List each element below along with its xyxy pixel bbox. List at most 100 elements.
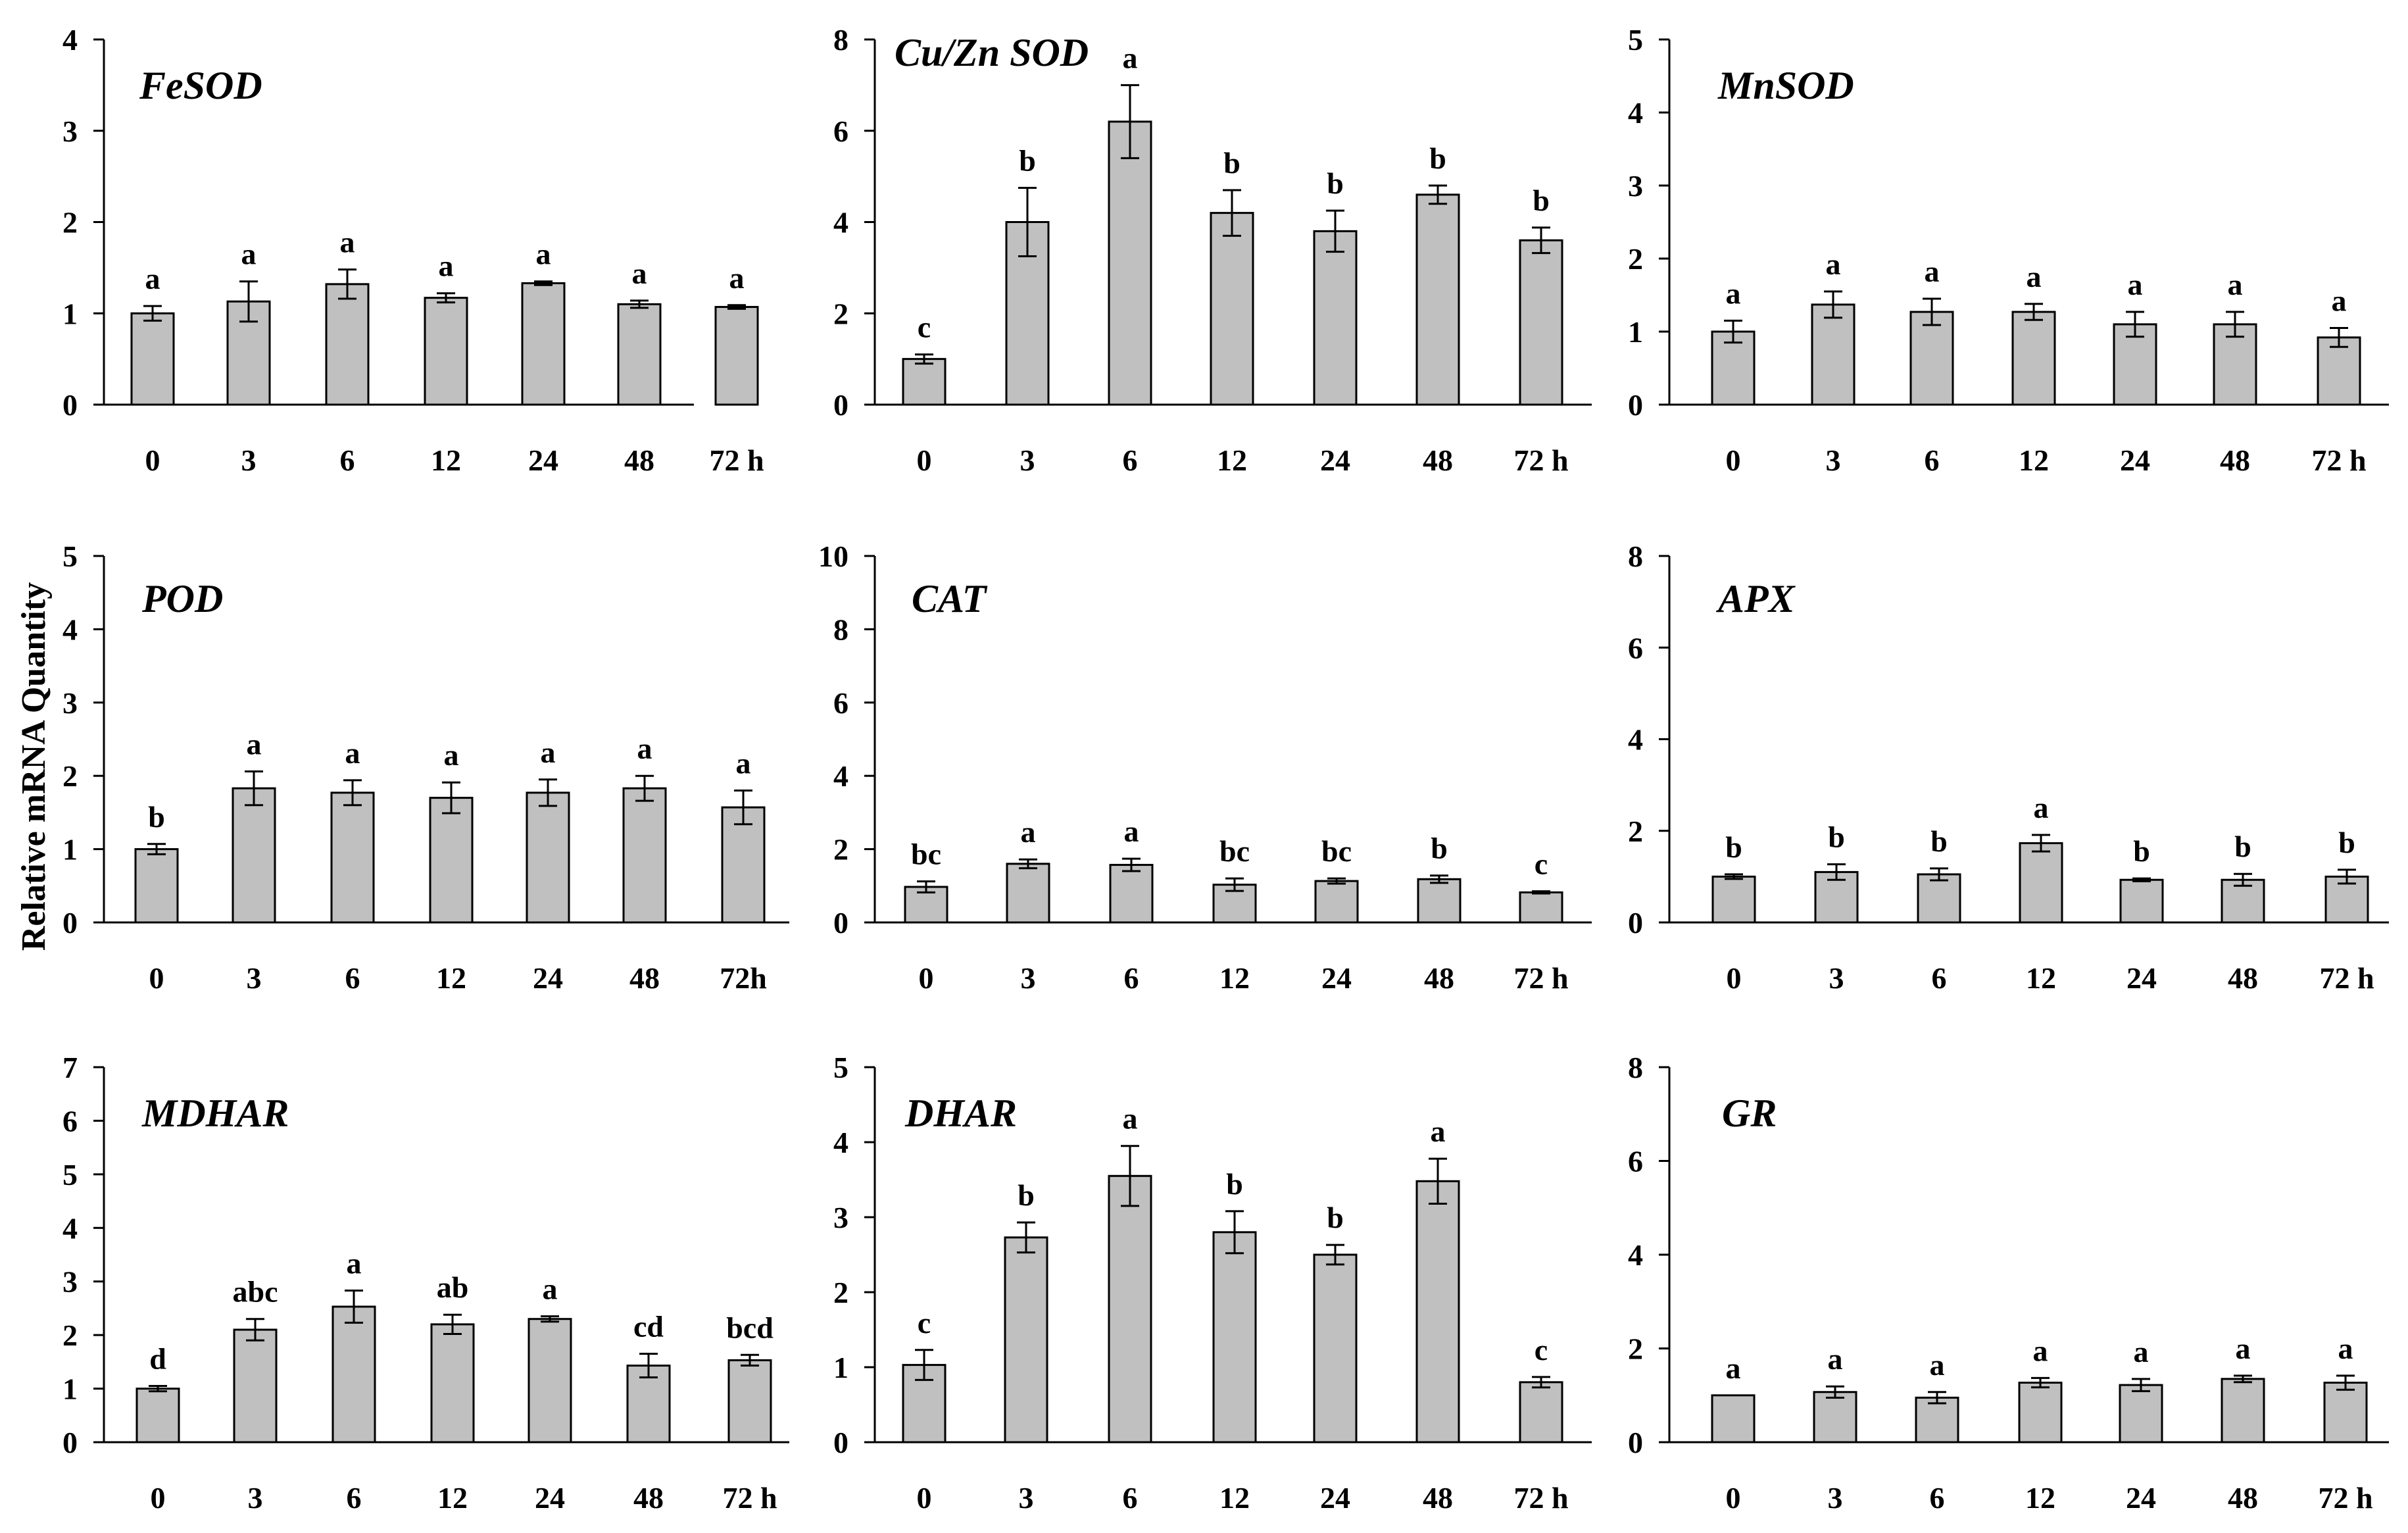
significance-letter: c [918,1306,931,1340]
bar-0 [1711,330,1756,406]
x-tick-label: 24 [2120,443,2150,477]
significance-letter: a [2134,1335,2149,1369]
y-tick-label: 2 [62,1319,78,1352]
y-tick-label: 6 [62,1104,78,1138]
y-tick-label: 8 [833,23,848,57]
significance-letter: bc [1321,834,1352,868]
bar-72h [714,306,759,406]
significance-letter: c [1535,1333,1548,1367]
x-tick-label: 6 [1123,1481,1138,1515]
x-tick-label: 0 [917,443,932,477]
x-tick-label: 0 [917,1481,932,1515]
significance-letter: a [2033,1334,2048,1367]
significance-letter: cd [633,1310,664,1344]
bar-48 [1415,193,1460,406]
significance-letter: a [1930,1348,1945,1382]
significance-letter: a [340,226,355,259]
bar-6 [332,1305,376,1444]
y-tick-label: 5 [1628,23,1643,57]
significance-letter: a [2228,268,2243,301]
y-tick-label: 6 [1628,1145,1643,1178]
y-tick-label: 1 [62,1372,78,1406]
significance-letter: bc [911,838,941,871]
significance-letter: b [1327,166,1344,200]
x-tick-label: 72 h [1513,443,1568,477]
bar-3 [233,1328,278,1444]
bar-24 [1313,1253,1358,1444]
x-tick-label: 24 [1320,1481,1350,1515]
bar-48 [1415,1180,1460,1444]
x-tick-label: 0 [151,1481,166,1515]
y-tick-label: 2 [1628,242,1643,276]
x-tick-label: 72 h [2311,443,2366,477]
bar-0 [135,1388,180,1444]
x-tick-label: 12 [431,443,461,477]
y-tick-label: 0 [62,1426,78,1459]
x-tick-label: 48 [1423,1481,1453,1515]
significance-letter: d [149,1342,166,1376]
x-tick-label: 3 [247,961,262,995]
x-tick-label: 3 [248,1481,263,1515]
significance-letter: c [1535,847,1548,881]
bar-12 [1210,212,1254,406]
significance-letter: b [1431,832,1448,865]
significance-letter: a [1826,247,1841,281]
significance-letter: a [1828,1342,1843,1376]
significance-letter: b [1327,1201,1344,1234]
bar-72h [1519,891,1563,924]
x-tick-label: 6 [1925,443,1940,477]
bar-12 [429,797,474,924]
bar-0 [904,886,948,924]
x-tick-label: 0 [919,961,934,995]
significance-letter: b [1533,184,1550,217]
y-tick-label: 0 [833,1426,848,1459]
y-tick-label: 1 [1628,315,1643,349]
y-tick-label: 4 [62,1211,78,1245]
x-tick-label: 72h [720,961,767,995]
x-tick-label: 24 [1320,443,1350,477]
bar-24 [1314,880,1359,924]
significance-letter: b [1019,143,1036,177]
panel-title: MDHAR [141,1092,289,1135]
x-tick-label: 3 [241,443,257,477]
significance-letter: a [2236,1332,2251,1365]
y-tick-label: 5 [62,540,78,573]
bar-72h [2324,875,2369,924]
panel-title: FeSOD [139,64,262,107]
y-tick-label: 2 [833,1276,848,1309]
bar-12 [2011,311,2056,406]
significance-letter: b [1725,830,1742,864]
bar-12 [1212,1231,1257,1444]
x-tick-label: 24 [2126,961,2157,995]
significance-letter: a [2332,284,2347,317]
x-tick-label: 24 [528,443,558,477]
y-tick-label: 10 [818,540,848,573]
y-tick-label: 2 [833,297,848,330]
x-tick-label: 48 [624,443,654,477]
x-tick-label: 48 [2220,443,2250,477]
y-tick-label: 4 [833,206,848,239]
significance-letter: a [1726,1351,1741,1385]
significance-letter: a [2128,268,2143,301]
x-tick-label: 48 [2228,961,2258,995]
y-tick-label: 4 [833,759,848,793]
y-tick-label: 3 [62,114,78,148]
bar-72h [2323,1382,2368,1444]
significance-letter: c [918,311,931,344]
y-tick-label: 6 [833,114,848,148]
x-tick-label: 6 [340,443,355,477]
x-tick-label: 3 [1020,443,1035,477]
significance-letter: b [2338,826,2355,859]
y-tick-label: 2 [1628,1332,1643,1366]
panel-title: DHAR [904,1092,1017,1135]
y-tick-label: 0 [1628,906,1643,940]
y-tick-label: 3 [833,1201,848,1234]
y-tick-label: 8 [1628,540,1643,573]
bar-6 [1109,864,1154,924]
bar-0 [902,358,946,406]
y-axis-title: Relative mRNA Quantity [15,582,53,951]
y-tick-label: 1 [833,1351,848,1384]
